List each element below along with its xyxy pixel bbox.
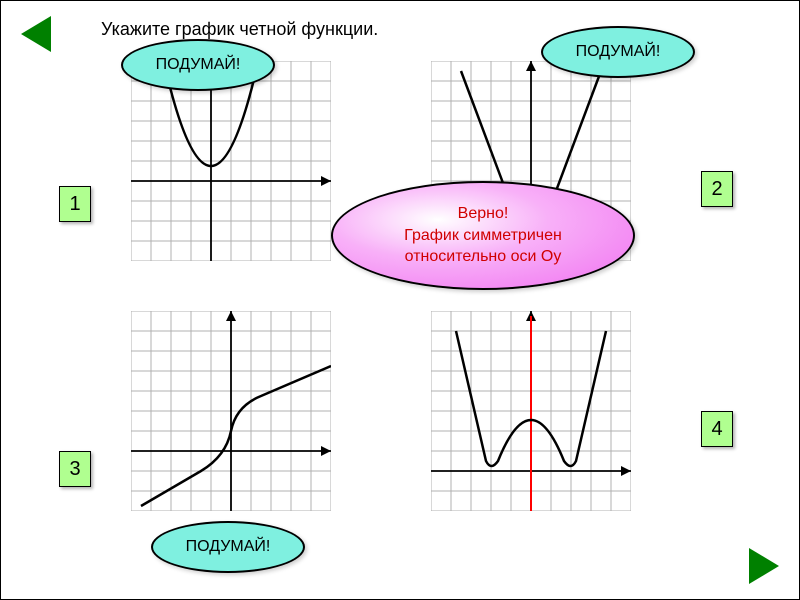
chart-4 (431, 311, 631, 511)
feedback-bubble-3: ПОДУМАЙ! (151, 521, 305, 573)
question-text: Укажите график четной функции. (101, 19, 378, 40)
answer-button-1[interactable]: 1 (59, 186, 91, 222)
correct-line-2: График симметричен (404, 225, 562, 247)
correct-line-3: относительно оси Оу (404, 246, 562, 268)
feedback-text-1: ПОДУМАЙ! (156, 55, 241, 74)
nav-forward-icon[interactable] (749, 548, 779, 584)
feedback-bubble-correct: Верно! График симметричен относительно о… (331, 181, 635, 290)
slide: Укажите график четной функции. 1 2 3 4 П… (0, 0, 800, 600)
feedback-bubble-1: ПОДУМАЙ! (121, 39, 275, 91)
chart-3 (131, 311, 331, 511)
nav-back-icon[interactable] (21, 16, 51, 52)
correct-line-1: Верно! (404, 203, 562, 225)
feedback-bubble-2: ПОДУМАЙ! (541, 26, 695, 78)
feedback-text-3: ПОДУМАЙ! (186, 537, 271, 556)
chart-1 (131, 61, 331, 261)
answer-button-4[interactable]: 4 (701, 411, 733, 447)
answer-button-3[interactable]: 3 (59, 451, 91, 487)
answer-button-2[interactable]: 2 (701, 171, 733, 207)
feedback-text-correct: Верно! График симметричен относительно о… (404, 203, 562, 268)
feedback-text-2: ПОДУМАЙ! (576, 42, 661, 61)
